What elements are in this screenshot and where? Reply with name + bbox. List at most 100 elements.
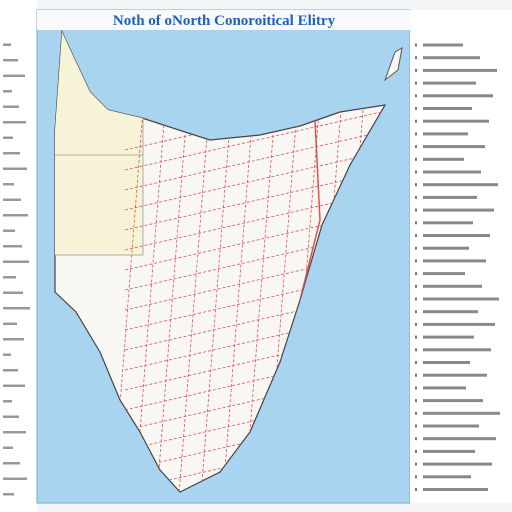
- legend-text: [423, 386, 466, 390]
- margin-text: [3, 400, 12, 403]
- legend-marker: [415, 170, 417, 174]
- legend-marker: [415, 386, 417, 390]
- margin-text: [3, 415, 19, 418]
- legend-marker: [415, 361, 417, 364]
- legend-text: [423, 348, 491, 352]
- legend-panel: [410, 10, 512, 503]
- margin-text: [3, 369, 18, 372]
- legend-text: [423, 119, 489, 123]
- legend-text: [423, 132, 468, 136]
- legend-marker: [415, 310, 417, 314]
- margin-text: [3, 307, 30, 310]
- margin-text: [3, 338, 24, 341]
- legend-marker: [415, 81, 417, 85]
- margin-text: [3, 260, 29, 263]
- legend-marker: [415, 246, 417, 250]
- legend-text: [423, 361, 470, 364]
- legend-marker: [415, 183, 417, 187]
- legend-text: [423, 157, 464, 161]
- legend-text: [423, 234, 490, 237]
- legend-marker: [415, 462, 417, 466]
- margin-text: [3, 477, 27, 480]
- legend-marker: [415, 145, 417, 149]
- legend-marker: [415, 234, 417, 237]
- legend-marker: [415, 119, 417, 123]
- district-line: [156, 109, 188, 492]
- legend-marker: [415, 157, 417, 161]
- legend-marker: [415, 488, 417, 491]
- legend-text: [423, 246, 469, 250]
- island: [383, 47, 403, 82]
- margin-text: [3, 229, 15, 232]
- legend-text: [423, 195, 477, 199]
- district-line: [124, 109, 385, 171]
- legend-text: [423, 284, 482, 288]
- margin-text: [3, 74, 25, 77]
- legend-text: [423, 68, 497, 72]
- legend-text: [423, 81, 476, 85]
- legend-marker: [415, 272, 417, 276]
- margin-text: [3, 384, 25, 387]
- margin-text: [3, 90, 12, 93]
- legend-text: [423, 94, 493, 98]
- legend-text: [423, 297, 499, 301]
- legend-text: [423, 208, 494, 212]
- legend-text: [423, 272, 465, 276]
- legend-text: [423, 488, 488, 491]
- legend-marker: [415, 297, 417, 301]
- legend-text: [423, 424, 479, 428]
- legend-text: [423, 221, 473, 225]
- legend-marker: [415, 208, 417, 212]
- margin-text: [3, 214, 28, 217]
- margin-text: [3, 353, 11, 356]
- district-line: [134, 109, 166, 492]
- legend-marker: [415, 284, 417, 288]
- margin-text: [3, 198, 21, 201]
- legend-text: [423, 56, 480, 60]
- legend-text: [423, 183, 498, 187]
- legend-text: [423, 310, 478, 314]
- margin-text: [3, 136, 13, 139]
- legend-text: [423, 449, 475, 453]
- margin-text: [3, 446, 13, 449]
- district-border: [299, 119, 321, 301]
- legend-text: [423, 170, 481, 174]
- margin-text: [3, 291, 23, 294]
- district-line: [200, 109, 232, 492]
- legend-marker: [415, 424, 417, 428]
- margin-text: [3, 431, 26, 434]
- margin-text: [3, 462, 20, 465]
- legend-marker: [415, 449, 417, 453]
- margin-text: [3, 167, 27, 170]
- margin-text: [3, 43, 11, 46]
- legend-text: [423, 373, 487, 377]
- legend-marker: [415, 56, 417, 60]
- margin-entries: [3, 43, 30, 496]
- left-margin: [0, 0, 37, 512]
- legend-marker: [415, 475, 417, 479]
- legend-marker: [415, 437, 417, 441]
- legend-marker: [415, 399, 417, 403]
- legend-text: [423, 259, 486, 263]
- legend-marker: [415, 348, 417, 352]
- margin-text: [3, 152, 20, 155]
- margin-text: [3, 121, 26, 124]
- legend-marker: [415, 373, 417, 377]
- legend-text: [423, 411, 500, 415]
- margin-text: [3, 322, 17, 325]
- legend-marker: [415, 221, 417, 225]
- district-line: [124, 149, 385, 211]
- legend-marker: [415, 335, 417, 339]
- legend-text: [423, 107, 472, 110]
- margin-text: [3, 183, 14, 186]
- margin-text: [3, 493, 14, 496]
- legend-text: [423, 399, 483, 403]
- legend-marker: [415, 195, 417, 199]
- title-bar: [37, 10, 410, 30]
- legend-text: [423, 335, 474, 339]
- margin-text: [3, 276, 16, 279]
- margin-text: [3, 105, 19, 108]
- legend-marker: [415, 259, 417, 263]
- legend-marker: [415, 322, 417, 326]
